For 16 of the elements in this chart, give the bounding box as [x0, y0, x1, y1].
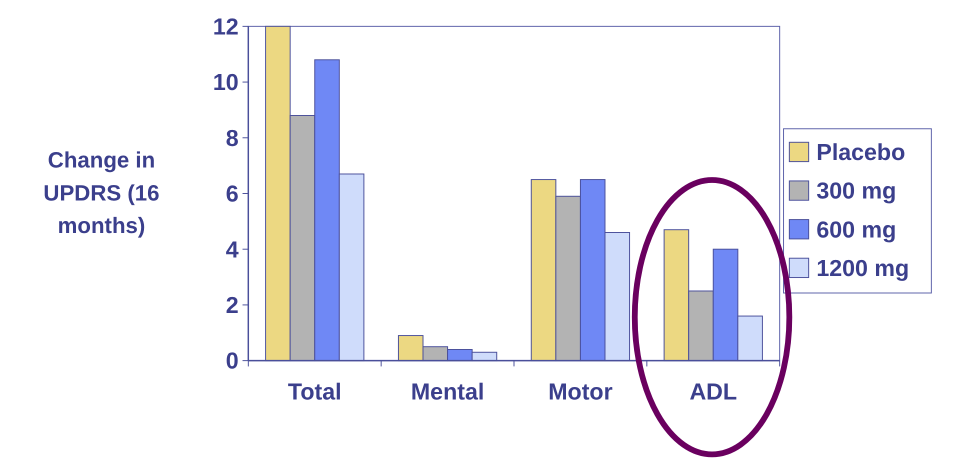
x-tick-label: ADL — [689, 378, 738, 404]
y-tick-label: 8 — [226, 124, 239, 151]
legend-label: 600 mg — [816, 216, 896, 242]
legend-label: Placebo — [816, 139, 906, 166]
x-tick-label: Mental — [410, 378, 484, 404]
y-tick-label: 0 — [226, 348, 239, 374]
legend-label: 300 mg — [816, 178, 896, 204]
x-tick-label: Total — [288, 378, 342, 404]
y-tick-label: 2 — [226, 292, 239, 318]
y-axis-title: Change in UPDRS (16 months) — [43, 147, 160, 238]
y-tick-label: 10 — [212, 69, 239, 96]
y-tick-label: 6 — [226, 180, 239, 207]
y-tick-label: 4 — [226, 236, 239, 262]
x-tick-label: Motor — [548, 378, 613, 404]
legend-label: 1200 mg — [816, 254, 910, 281]
y-tick-label: 12 — [212, 13, 239, 40]
